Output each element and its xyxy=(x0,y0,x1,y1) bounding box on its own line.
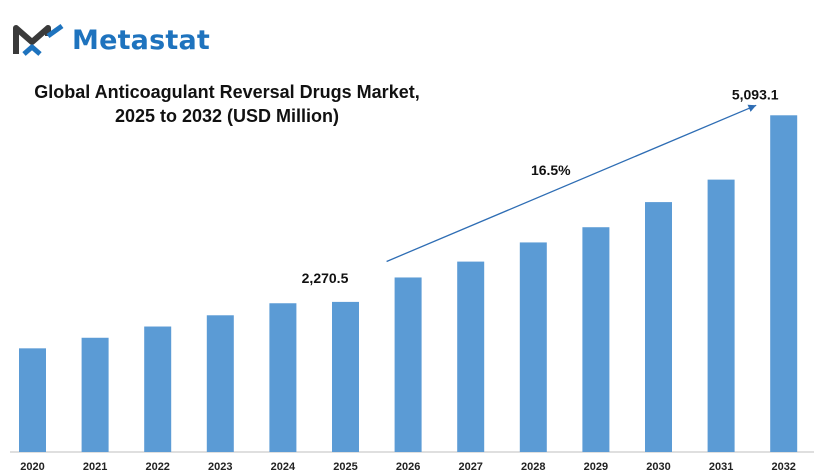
bar-2029 xyxy=(582,227,610,452)
annotation-cagr: 16.5% xyxy=(531,162,571,178)
trend-arrow xyxy=(386,104,757,263)
annotation-2032-value: 5,093.1 xyxy=(732,86,779,102)
bar-2026 xyxy=(394,277,422,452)
x-tick-label-2024: 2024 xyxy=(271,461,296,473)
bar-2022 xyxy=(144,326,172,452)
x-tick-label-2028: 2028 xyxy=(521,461,545,473)
x-tick-labels: 2020 2021 2022 2023 2024 2025 2026 2027 2028 2029… xyxy=(20,461,796,473)
x-tick-label-2029: 2029 xyxy=(584,461,608,473)
brand-name: Metastat xyxy=(72,24,211,56)
x-tick-label-2031: 2031 xyxy=(709,461,733,473)
x-tick-label-2021: 2021 xyxy=(83,461,107,473)
annotation-2025-value: 2,270.5 xyxy=(302,270,349,286)
x-tick-label-2030: 2030 xyxy=(646,461,670,473)
x-tick-label-2020: 2020 xyxy=(20,461,44,473)
bar-2027 xyxy=(457,261,485,452)
chart-title-line-2: 2025 to 2032 (USD Million) xyxy=(114,106,340,126)
x-tick-label-2022: 2022 xyxy=(145,461,169,473)
metastat-m-logo-icon xyxy=(13,23,64,56)
annotations-group: 2,270.5 5,093.1 16.5% xyxy=(302,86,779,286)
x-tick-label-2023: 2023 xyxy=(208,461,232,473)
bar-2031 xyxy=(707,179,735,452)
bar-2024 xyxy=(269,303,297,452)
x-tick-label-2032: 2032 xyxy=(771,461,795,473)
x-tick-label-2025: 2025 xyxy=(333,461,357,473)
bar-2020 xyxy=(19,348,46,452)
bar-2025 xyxy=(332,301,359,452)
chart-title: Global Anticoagulant Reversal Drugs Mark… xyxy=(10,80,444,128)
chart-title-line-1: Global Anticoagulant Reversal Drugs Mark… xyxy=(34,82,420,102)
bar-2021 xyxy=(81,337,109,452)
bar-2030 xyxy=(645,202,672,452)
bar-2028 xyxy=(519,242,547,452)
x-tick-label-2027: 2027 xyxy=(458,461,482,473)
bars-group xyxy=(19,115,798,453)
bar-2023 xyxy=(206,315,234,452)
x-tick-label-2026: 2026 xyxy=(396,461,420,473)
brand-logo: Metastat xyxy=(12,20,210,60)
bar-2032 xyxy=(770,115,798,453)
